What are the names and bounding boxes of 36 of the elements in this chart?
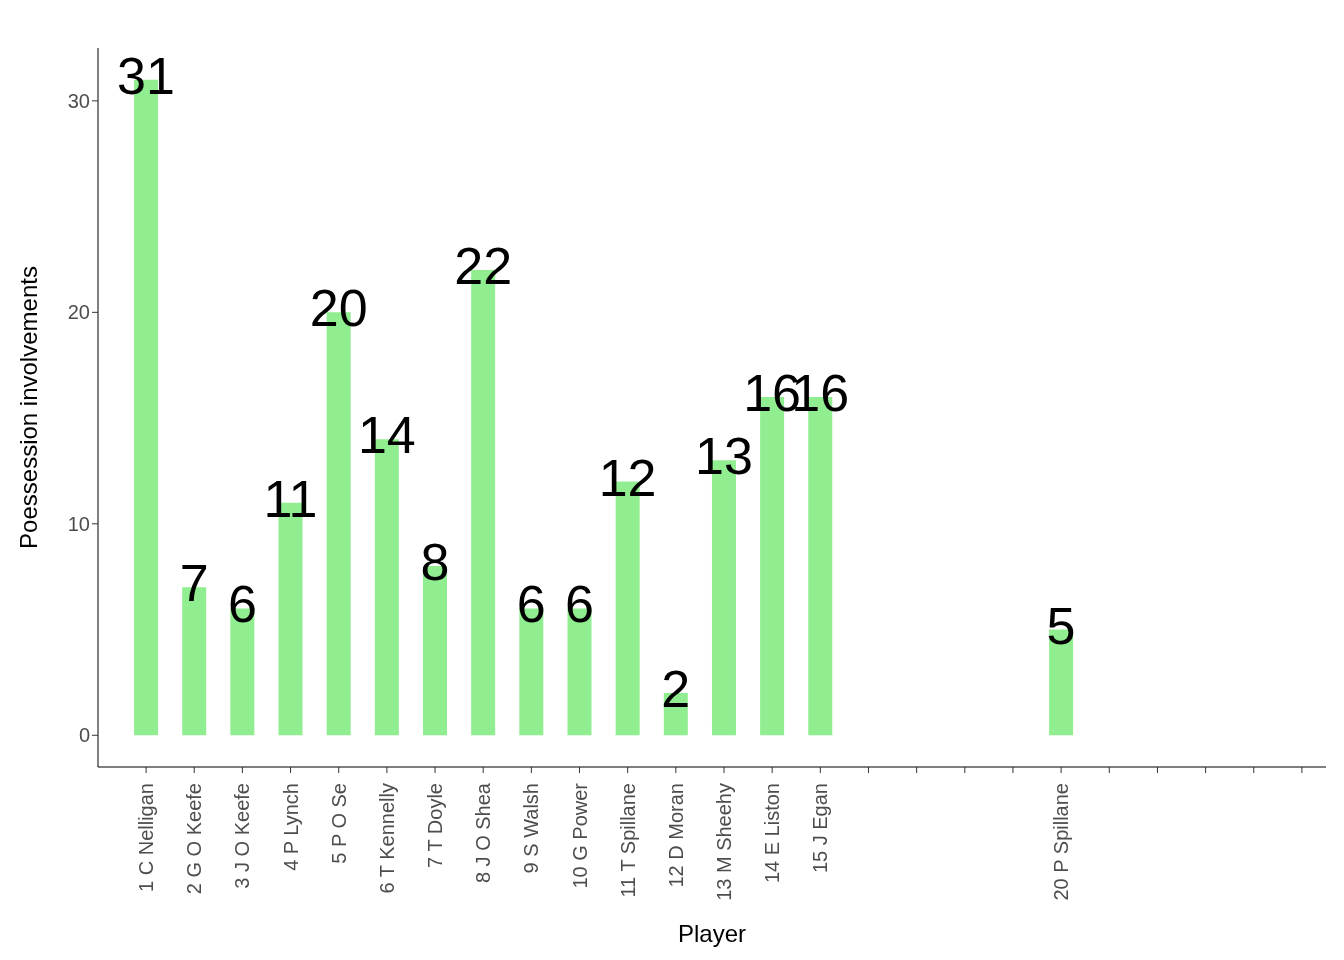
data-label: 14: [357, 406, 416, 465]
x-tick-label: 10 G Power: [568, 782, 591, 889]
data-label: 31: [117, 46, 175, 105]
y-tick-label: 0: [78, 724, 90, 747]
x-axis-title: Player: [677, 920, 747, 947]
data-label: 8: [420, 533, 450, 592]
y-tick-label: 30: [67, 89, 90, 112]
data-label: 6: [227, 575, 257, 634]
data-label: 5: [1046, 596, 1076, 655]
x-tick-label: 5 P O Se: [327, 783, 350, 864]
y-axis-title: Poessession involvements: [14, 266, 42, 549]
x-tick-label: 13 M Sheehy: [713, 783, 735, 901]
x-tick-label: 11 T Spillane: [616, 783, 639, 898]
data-label: 2: [661, 659, 691, 718]
x-tick-label: 9 S Walsh: [520, 783, 543, 874]
x-tick-label: 12 D Moran: [664, 783, 687, 888]
y-tick-label: 20: [67, 301, 90, 324]
x-tick-label: 2 G O Keefe: [183, 783, 206, 895]
data-label: 6: [565, 575, 594, 634]
data-label: 20: [309, 279, 368, 338]
data-label: 13: [695, 427, 753, 486]
y-tick-label: 10: [67, 512, 90, 535]
x-tick-label: 15 J Egan: [809, 783, 832, 874]
data-label: 11: [263, 469, 318, 528]
x-tick-label: 4 P Lynch: [279, 783, 302, 871]
data-label: 7: [179, 554, 209, 613]
x-tick-label: 7 T Doyle: [424, 783, 447, 868]
data-label: 22: [454, 237, 513, 296]
x-tick-label: 3 J O Keefe: [231, 783, 254, 889]
data-label: 12: [598, 448, 657, 507]
data-label: 6: [516, 575, 546, 634]
x-tick-label: 20 P Spillane: [1050, 783, 1073, 901]
x-tick-label: 6 T Kennelly: [375, 783, 398, 894]
x-tick-label: 14 E Liston: [761, 783, 784, 884]
x-tick-label: 1 C Nelligan: [135, 783, 158, 892]
x-tick-label: 8 J O Shea: [472, 782, 495, 884]
